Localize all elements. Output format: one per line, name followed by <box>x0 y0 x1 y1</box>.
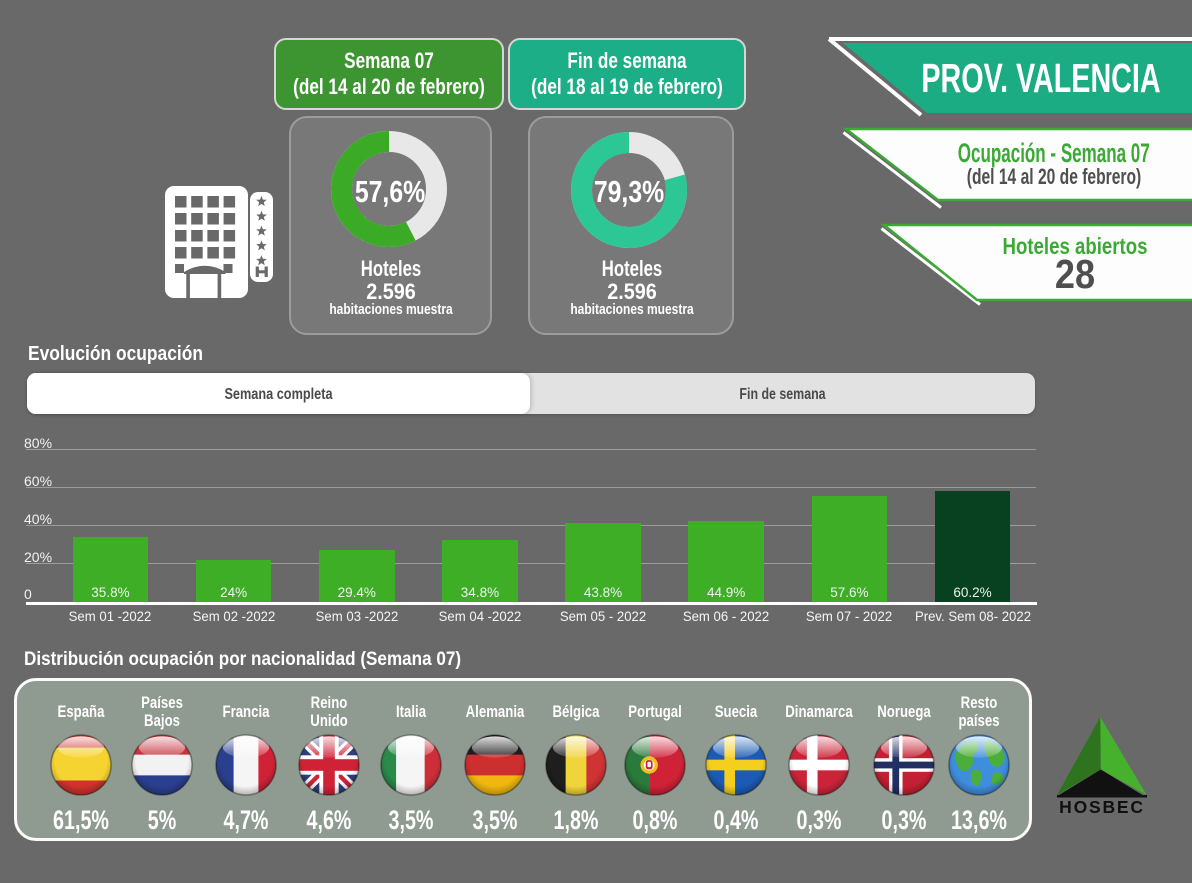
svg-text:HOSBEC: HOSBEC <box>1059 797 1145 817</box>
